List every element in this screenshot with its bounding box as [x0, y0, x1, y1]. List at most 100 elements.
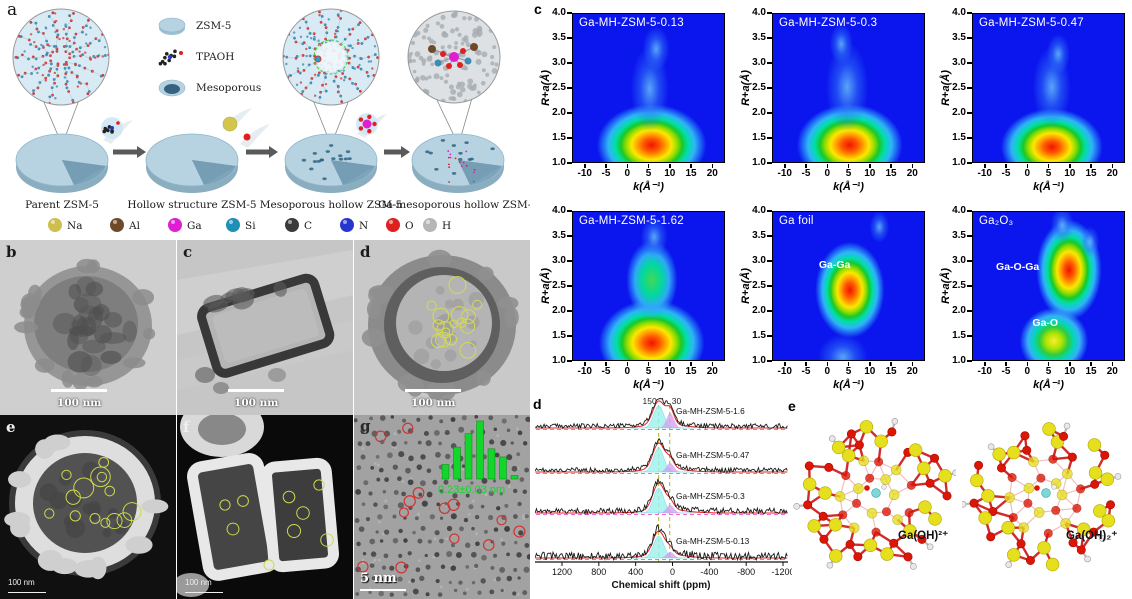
ga-site-circle — [226, 522, 240, 536]
mesopore — [316, 159, 321, 163]
x-tick-mark — [984, 362, 986, 366]
nmr-peak-fill-violet — [652, 413, 691, 428]
y-axis-label: R+a(Å) — [540, 70, 552, 106]
mesopore — [309, 167, 314, 171]
o-atom — [986, 532, 996, 542]
speckle — [433, 537, 437, 540]
micropore — [522, 441, 528, 446]
micropore — [493, 553, 498, 558]
ga-legend-sphere — [168, 218, 182, 232]
micropore — [415, 567, 421, 573]
micropore — [472, 454, 476, 458]
swoosh — [240, 124, 270, 148]
micropore — [517, 430, 523, 436]
stage-label: Parent ZSM-5 — [25, 199, 99, 211]
framework-atom — [42, 63, 45, 67]
micropore — [474, 514, 480, 520]
debris — [273, 281, 287, 297]
micropore — [397, 576, 403, 582]
stem-image-f: f 100 nm — [177, 415, 353, 599]
speckle — [473, 566, 477, 570]
ga-site-circle — [219, 499, 231, 511]
x-axis-label: k(Å⁻¹) — [633, 181, 664, 193]
framework-atom — [55, 67, 59, 71]
mesopore — [451, 144, 457, 147]
micropore — [493, 427, 498, 432]
micropore — [506, 428, 511, 433]
edge-bump — [476, 370, 491, 386]
ga-site-circle — [96, 471, 108, 483]
interior-texture — [444, 349, 457, 362]
x-tick-label: -10 — [777, 168, 792, 179]
atom — [460, 48, 466, 54]
sphere-highlight — [171, 220, 175, 224]
micropore — [455, 552, 462, 558]
framework-atom — [472, 27, 479, 34]
micropore — [501, 418, 507, 424]
framework-atom — [376, 56, 379, 60]
hrtem-image-g: 0.23±0.03 nm g 5 nm — [354, 415, 530, 599]
framework-atom — [347, 44, 350, 47]
h-atom — [926, 543, 934, 551]
nmr-x-tick-label: -400 — [700, 567, 718, 577]
micropore — [465, 565, 470, 569]
crystal-shell — [261, 457, 339, 573]
micropore — [439, 489, 444, 494]
framework-atom — [423, 27, 429, 33]
framework-atom — [477, 33, 482, 37]
x-tick-label: 15 — [885, 366, 897, 377]
framework-atom — [292, 31, 296, 34]
wt-plot-area: Ga-MH-ZSM-5-0.47 — [972, 13, 1125, 163]
ga-site-circle — [44, 508, 55, 519]
micropore — [435, 451, 441, 458]
framework-atom — [49, 59, 53, 63]
ga-site-circle — [89, 512, 101, 524]
x-tick-label: 10 — [1064, 366, 1076, 377]
micropore — [465, 493, 470, 498]
edge-bump — [61, 369, 74, 388]
y-tick-mark — [567, 310, 572, 312]
micropore — [459, 526, 464, 532]
ga-site-circle — [69, 510, 81, 522]
micropore — [494, 452, 500, 458]
micropore — [436, 502, 441, 507]
o-atom — [906, 480, 916, 490]
y-axis-label: R+a(Å) — [540, 268, 552, 304]
speckle — [445, 537, 449, 541]
x-tick-mark — [647, 362, 650, 366]
micropore — [480, 578, 486, 584]
micropore — [410, 578, 415, 583]
core-texture — [102, 528, 112, 538]
wt-peak — [1017, 306, 1090, 360]
framework-atom — [62, 28, 66, 31]
y-tick-mark — [967, 87, 972, 89]
tpaoh-c — [103, 126, 108, 131]
micropore — [368, 491, 373, 496]
hrtem-g-art: 0.23±0.03 nm — [354, 415, 530, 599]
micropore — [356, 465, 362, 471]
rim-bump — [44, 434, 71, 451]
framework-bond — [92, 70, 102, 77]
micropore — [427, 539, 432, 544]
micropore — [514, 540, 518, 545]
y-tick-mark — [767, 87, 772, 89]
inset-border — [282, 8, 380, 106]
atom-legend-label: C — [304, 220, 312, 232]
inset-content — [13, 9, 109, 105]
micropore — [383, 529, 390, 535]
interior-texture — [408, 320, 423, 335]
y-tick-mark — [567, 360, 572, 362]
micropore — [383, 504, 389, 510]
micropore — [391, 441, 397, 447]
si-atom — [1077, 522, 1091, 536]
si-atom — [874, 434, 888, 448]
o-atom — [865, 473, 875, 483]
x-tick-label: 0 — [624, 366, 631, 377]
nmr-peak-fill-violet — [652, 463, 691, 472]
ga-site-circle — [441, 327, 451, 336]
micropore — [506, 552, 510, 557]
edge-bump — [21, 293, 41, 311]
micropore — [471, 526, 475, 531]
wt-peak — [828, 21, 854, 67]
legend-label: ZSM-5 — [196, 20, 231, 32]
